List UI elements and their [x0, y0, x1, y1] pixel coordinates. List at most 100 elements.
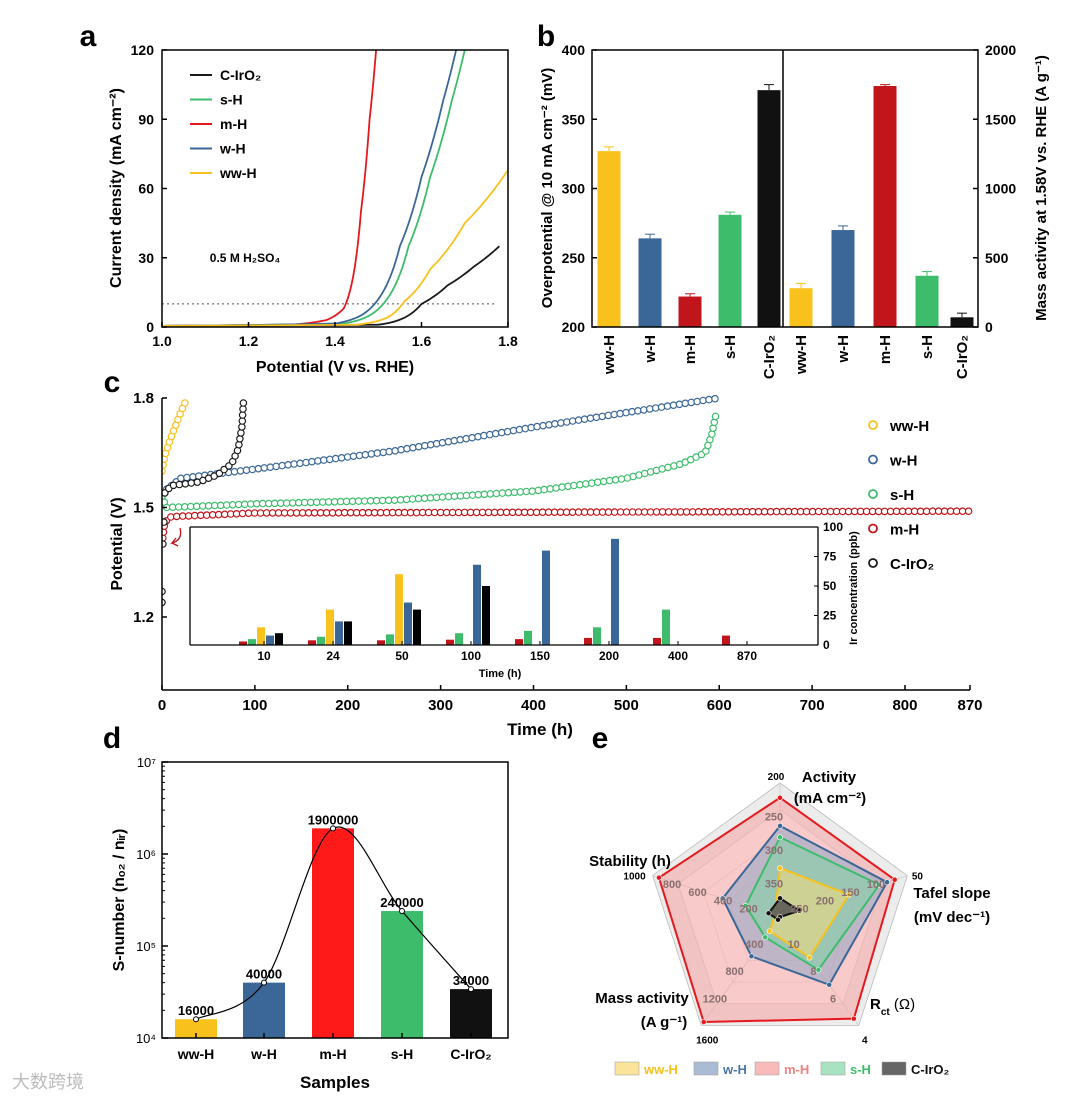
y-tick-label-right: 1500: [985, 111, 1016, 127]
inset-bar-w-H-200: [611, 538, 619, 645]
data-point-s-H: [708, 430, 716, 438]
inset-bar-m-H-200: [584, 637, 592, 645]
data-point-w-H: [391, 446, 400, 455]
bar-right-C-IrO₂: [950, 317, 974, 327]
x-tick-label: 1.8: [498, 333, 518, 349]
x-tick-label: 1.6: [412, 333, 432, 349]
inset-bar-C-IrO₂-100: [482, 586, 490, 645]
panel-label: a: [80, 20, 97, 53]
series-line-m-H: [162, 50, 377, 327]
y-tick-label-right: 500: [985, 250, 1009, 266]
radar-point-m-H: [656, 874, 662, 881]
x-tick-label: 1.4: [325, 333, 345, 349]
data-point-w-H: [681, 399, 690, 408]
legend-swatch-s-H: [820, 1061, 846, 1076]
radar-point-s-H: [876, 881, 883, 888]
bar-C-IrO₂: [450, 989, 492, 1038]
inset-bar-s-H-50: [386, 634, 394, 645]
legend-label: w-H: [722, 1062, 747, 1077]
inset-bar-m-H-10: [239, 641, 247, 645]
legend-label: s-H: [890, 487, 914, 504]
data-point-m-H: [964, 507, 973, 516]
legend-label: ww-H: [219, 165, 257, 181]
legend-marker: [868, 489, 878, 499]
radar-tick-label: 50: [912, 872, 924, 883]
inset-y-axis-label: Ir concentration (ppb): [848, 531, 860, 645]
data-point-s-H: [528, 487, 537, 496]
inset-bar-s-H-10: [248, 639, 256, 645]
x-tick-label: s-H: [391, 1046, 414, 1062]
radar-tick-label: 400: [745, 939, 763, 951]
data-point-s-H: [710, 418, 719, 427]
inset-bar-m-H-870: [722, 635, 730, 645]
radar-tick-label: 250: [790, 904, 808, 916]
data-point-w-H: [236, 467, 245, 475]
radar-point-s-H: [777, 834, 783, 841]
inset-bar-s-H-100: [455, 633, 463, 645]
data-point-w-H: [248, 465, 257, 474]
radar-point-C-IrO₂: [796, 907, 803, 914]
data-point-s-H: [552, 484, 560, 492]
legend-label: C-IrO₂: [911, 1062, 950, 1077]
inset-y-tick-label: 50: [823, 579, 837, 593]
y-tick-label-left: 250: [562, 250, 586, 266]
y-tick-label: 1.8: [133, 390, 154, 407]
radar-point-ww-H: [777, 865, 783, 871]
legend-label: C-IrO₂: [220, 67, 261, 83]
data-point-s-H: [570, 481, 578, 490]
inset-x-tick-label: 400: [668, 649, 688, 663]
data-point-C-IrO₂: [162, 540, 167, 548]
inset-x-axis-label: Time (h): [479, 668, 522, 680]
x-axis-label: Time (h): [507, 720, 573, 739]
y-tick-label-right: 0: [985, 319, 993, 335]
radar-axis-title-part: (Ω): [890, 996, 915, 1013]
x-tick-label: 1.2: [239, 333, 259, 349]
inset-x-tick-label: 200: [599, 649, 619, 663]
inset-chart: 10 24 50 100 150 200 400 870 0 25 50 75 100 Time (h) I…: [189, 520, 860, 680]
data-point-C-IrO₂: [175, 480, 184, 489]
data-point-w-H: [491, 429, 500, 438]
legend-marker: [868, 523, 878, 534]
radar-axis-title: Stability (h): [589, 853, 671, 870]
radar-point-C-IrO₂: [777, 895, 783, 902]
inset-x-tick-label: 870: [737, 649, 757, 663]
data-point-w-H: [474, 432, 482, 441]
inset-bar-m-H-24: [308, 640, 316, 645]
plot-frame: [161, 49, 509, 328]
inset-bar-C-IrO₂-24: [344, 621, 352, 645]
x-tick-label: ww-H: [601, 335, 618, 375]
data-point-s-H: [593, 478, 602, 487]
radar-axis-title: Tafel slope: [913, 885, 990, 902]
watermark-logo: 大数跨境: [12, 1072, 84, 1092]
radar-tick-label: 1600: [696, 1035, 719, 1046]
radar-axis-title-rct: Rct (Ω): [870, 996, 915, 1018]
bar-value-label: 40000: [246, 967, 282, 982]
y-tick-label: 60: [138, 181, 154, 197]
y-tick-label-right: 2000: [985, 42, 1016, 58]
legend-label: m-H: [784, 1062, 809, 1077]
radar-tick-label: 300: [765, 845, 783, 857]
radar-axis-title: Mass activity: [595, 990, 689, 1007]
x-tick-label: s-H: [722, 335, 739, 359]
x-tick-label: s-H: [919, 335, 936, 359]
trend-point: [399, 908, 405, 915]
radar-tick-label: 4: [862, 1035, 868, 1046]
legend-marker: [868, 420, 878, 430]
inset-x-tick-label: 150: [530, 649, 550, 663]
radar-point-C-IrO₂: [765, 910, 772, 917]
y-tick-label-left: 300: [562, 181, 586, 197]
electrolyte-annotation: 0.5 M H₂SO₄: [210, 251, 281, 265]
bar-ww-H: [175, 1019, 217, 1038]
data-point-w-H: [551, 419, 559, 428]
radar-tick-label: 8: [810, 966, 816, 978]
inset-bar-w-H-150: [542, 550, 550, 645]
inset-bar-ww-H-10: [257, 627, 265, 645]
radar-point-C-IrO₂: [775, 916, 781, 923]
bar-left-s-H: [718, 214, 742, 327]
legend-label: ww-H: [889, 418, 929, 435]
inset-bar-ww-H-24: [326, 609, 334, 645]
panel-b-chart: ww-H ww-H w-H w-H m-H m-H s-H s-H C-IrO₂ C-IrO₂ 20…: [539, 42, 1050, 379]
data-point-w-H: [616, 409, 624, 418]
